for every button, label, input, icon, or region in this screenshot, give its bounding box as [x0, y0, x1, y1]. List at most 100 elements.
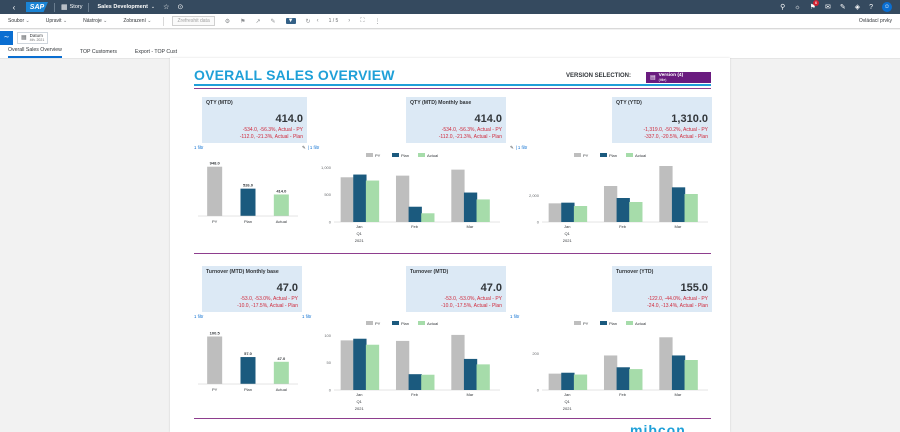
x-tick-label: Mar	[674, 224, 682, 229]
x-tick-label: Plan	[244, 219, 252, 224]
y-tick-label: 0	[329, 220, 332, 225]
filter-bar: ∼ ▦ Datum 4th. 2021	[0, 30, 900, 45]
edit-icon[interactable]: ✎	[270, 18, 276, 25]
chart-filter-label[interactable]: 1 filtr	[194, 145, 204, 150]
chart-filter-label[interactable]: ✎ | 1 filtr	[302, 145, 319, 151]
copilot-icon[interactable]: ◈	[854, 4, 861, 11]
refresh-icon[interactable]: ↻	[305, 18, 311, 25]
bar-actual	[684, 194, 698, 222]
filter-panel-icon[interactable]: ∼	[0, 30, 13, 45]
info-icon[interactable]: ⊙	[177, 4, 184, 11]
y-tick-label: 0	[537, 220, 540, 225]
group-label: 2021	[563, 406, 573, 410]
legend-swatch	[574, 321, 581, 325]
kpi-card-qty-mtd[interactable]: QTY (MTD) 414.0 -534.0, -56.3%, Actual -…	[202, 97, 307, 143]
chart-filter-label[interactable]: 1 filtr	[510, 314, 520, 319]
discussion-icon[interactable]: ✉	[824, 4, 831, 11]
menu-tools[interactable]: Nástroje	[83, 18, 107, 24]
tab-overall-sales[interactable]: Overall Sales Overview	[8, 47, 62, 58]
legend-label: PY	[583, 321, 589, 326]
version-selector[interactable]: ▤ Version (4) (title)	[646, 72, 711, 83]
bar-plan	[616, 198, 630, 222]
kpi-card-qty-ytd[interactable]: QTY (YTD) 1,310.0 -1,319.0, -50.2%, Actu…	[612, 97, 712, 143]
x-tick-label: Jan	[356, 224, 362, 229]
kpi-card-qty-mtd-monthly[interactable]: QTY (MTD) Monthly base 414.0 -534.0, -56…	[406, 97, 506, 143]
avatar[interactable]: ☺	[882, 2, 892, 12]
kpi-delta-py: -53.0, -53.0%, Actual - PY	[240, 296, 298, 302]
more-icon[interactable]: ⋮	[374, 18, 381, 25]
feedback-icon[interactable]: ✎	[839, 4, 846, 11]
bar-actual	[476, 199, 490, 222]
story-label: Story	[69, 4, 83, 10]
menu-view[interactable]: Zobrazení	[123, 18, 151, 24]
lightbulb-icon[interactable]: ☼	[794, 3, 801, 11]
bar-plan	[561, 372, 575, 390]
title-underline	[194, 84, 711, 86]
legend-label: Plan	[401, 153, 409, 158]
chart-turnover-mtd[interactable]: 100.5 PY 57.0 Plan 47.0 Actual	[194, 322, 302, 398]
help-icon[interactable]: ?	[869, 3, 873, 11]
chart-qty-monthly[interactable]: PY Plan Actual 0 500 1,000 Jan Feb Mar Q1 2021	[306, 150, 506, 242]
x-tick-label: Mar	[466, 392, 474, 397]
date-filter-token[interactable]: ▦ Datum 4th. 2021	[17, 31, 49, 44]
chevron-down-icon[interactable]: ⌄	[150, 4, 156, 10]
bar-actual	[421, 374, 435, 390]
kpi-title: Turnover (MTD) Monthly base	[206, 269, 279, 275]
bar-plan	[671, 187, 686, 222]
page-title: OVERALL SALES OVERVIEW	[194, 67, 395, 83]
legend-label: PY	[583, 153, 589, 158]
group-label: Q1	[357, 231, 363, 236]
chart-qty-ytd[interactable]: PY Plan Actual 0 2,000 Jan Feb Mar Q1 2021	[514, 150, 714, 242]
bar-py	[451, 169, 465, 222]
x-tick-label: Feb	[411, 392, 419, 397]
x-tick-label: Mar	[466, 224, 474, 229]
kpi-card-turnover-mtd-monthly[interactable]: Turnover (MTD) Monthly base 47.0 -53.0, …	[202, 266, 302, 312]
kpi-value: 47.0	[480, 282, 502, 294]
edit-filter-icon[interactable]: ✎	[510, 145, 514, 150]
kpi-delta-plan: -337.0, -20.5%, Actual - Plan	[644, 134, 708, 140]
back-icon[interactable]: ‹	[12, 2, 16, 12]
x-tick-label: PY	[212, 219, 218, 224]
chart-qty-mtd[interactable]: 948.0 PY 526.0 Plan 414.0 Actual	[194, 154, 302, 230]
search-icon[interactable]: ⚲	[780, 4, 786, 11]
fullscreen-icon[interactable]: ⛶	[360, 17, 365, 24]
bar-plan	[463, 192, 478, 222]
star-icon[interactable]: ☆	[163, 4, 170, 11]
bar-actual	[684, 360, 698, 390]
edit-filter-icon[interactable]: ✎	[302, 145, 306, 150]
share-icon[interactable]: ↗	[255, 18, 261, 25]
chart-filter-label[interactable]: 1 filtr	[194, 314, 204, 319]
kpi-delta-py: -534.0, -56.3%, Actual - PY	[441, 127, 502, 133]
x-tick-label: Feb	[619, 224, 627, 229]
menu-edit[interactable]: Upravit	[46, 18, 67, 24]
data-label: 526.0	[243, 183, 254, 188]
chart-filter-label[interactable]: 1 filtr	[302, 314, 312, 319]
chart-turnover-ytd[interactable]: PY Plan Actual 0 200 Jan Feb Mar Q1 2021	[514, 318, 714, 410]
settings-icon[interactable]: ⚙	[224, 18, 231, 25]
next-page-icon[interactable]: ›	[348, 18, 351, 24]
bar-py	[207, 166, 223, 216]
legend-swatch	[418, 321, 425, 325]
bookmark-icon[interactable]: ⚑	[240, 18, 246, 25]
controls-button[interactable]: Ovládací prvky	[858, 18, 892, 24]
kpi-value: 414.0	[474, 113, 502, 125]
menu-file[interactable]: Soubor	[8, 18, 30, 24]
story-name[interactable]: Sales Development	[97, 4, 148, 10]
group-label: 2021	[355, 406, 365, 410]
y-tick-label: 1,000	[321, 165, 332, 170]
kpi-card-turnover-ytd[interactable]: Turnover (YTD) 155.0 -122.0, -44.0%, Act…	[612, 266, 712, 312]
tab-export-top-cust[interactable]: Export - TOP Cust	[134, 49, 178, 55]
kpi-card-turnover-mtd[interactable]: Turnover (MTD) 47.0 -53.0, -53.0%, Actua…	[406, 266, 506, 312]
separator	[54, 2, 55, 12]
chart-turnover-monthly[interactable]: PY Plan Actual 0 50 100 Jan Feb Mar Q1 2021	[306, 318, 506, 410]
refresh-data-button[interactable]: Zrefreshit data	[172, 16, 215, 26]
y-tick-label: 100	[324, 333, 331, 338]
chart-filter-label[interactable]: ✎ | 1 filtr	[510, 145, 527, 151]
bar-plan	[240, 357, 256, 384]
tab-top-customers[interactable]: TOP Customers	[79, 49, 117, 55]
notifications-icon[interactable]: ⚑ 6	[809, 0, 819, 11]
filter-icon[interactable]: ▼	[285, 18, 296, 24]
kpi-title: Turnover (YTD)	[616, 269, 654, 275]
sap-logo[interactable]: SAP	[26, 2, 48, 12]
prev-page-icon[interactable]: ‹	[316, 18, 319, 24]
